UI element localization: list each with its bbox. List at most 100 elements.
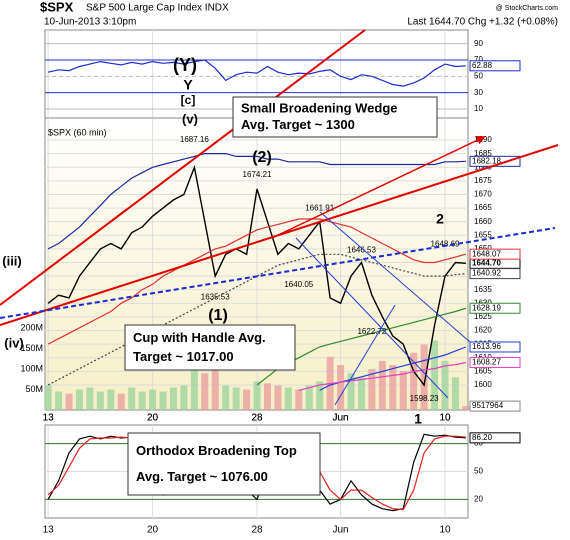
end-label: 86.20 — [472, 433, 493, 442]
annotation-text: Orthodox Broadening Top — [136, 443, 297, 458]
volume-bar — [243, 389, 251, 410]
end-label-box — [469, 356, 521, 368]
copyright: @ StockCharts.com — [496, 5, 559, 12]
x-tick-label: 20 — [147, 413, 159, 424]
x-tick-label: 20 — [147, 413, 159, 424]
volume-bar — [431, 340, 439, 410]
wave-label: (iii) — [2, 253, 22, 268]
x-tick-label: 13 — [43, 413, 55, 424]
x-tick-label: Jun — [333, 525, 349, 536]
last-price: Last 1644.70 Chg +1.32 (+0.08%) — [407, 17, 558, 28]
y-tick-label: 1670 — [474, 190, 492, 199]
y-tick-label: 90 — [474, 39, 483, 48]
y-tick-label: 30 — [474, 88, 483, 97]
volume-bar — [274, 385, 282, 410]
volume-bar — [55, 391, 63, 410]
series-line — [47, 253, 466, 386]
x-tick-label: 28 — [251, 525, 263, 536]
price-label: 1622.72 — [357, 327, 386, 336]
trendline — [0, 227, 556, 319]
arrow — [271, 136, 486, 239]
x-tick-label: 10 — [439, 525, 451, 536]
volume-bar — [420, 344, 428, 410]
wave-label: Y — [183, 77, 193, 93]
volume-bar — [389, 365, 397, 410]
annotation-text: Cup with Handle Avg. — [133, 330, 266, 345]
x-tick-label: 13 — [43, 525, 55, 536]
volume-bar — [441, 360, 449, 410]
y-tick-label: 1675 — [474, 176, 492, 185]
x-tick-label: Jun — [333, 413, 349, 424]
volume-tick-label: 50M — [25, 384, 43, 394]
end-label: 1644.70 — [472, 258, 501, 267]
annotation-text: Small Broadening Wedge — [241, 100, 398, 115]
y-tick-label: 1650 — [474, 244, 492, 253]
price-label: 1648.69 — [431, 240, 460, 249]
series-line — [47, 164, 466, 387]
volume-bar — [368, 369, 376, 410]
end-label-box — [469, 248, 521, 260]
volume-bar — [357, 377, 365, 410]
volume-bar — [410, 352, 418, 410]
wave-label: (v) — [182, 111, 198, 126]
volume-bar — [149, 389, 157, 410]
annotation-text: Avg. Target ~ 1076.00 — [136, 469, 268, 484]
volume-bar — [128, 387, 136, 410]
end-label: 1682.18 — [472, 156, 501, 165]
y-tick-label: 1600 — [474, 380, 492, 389]
volume-bar — [316, 381, 324, 410]
volume-bar — [295, 389, 303, 410]
end-label-box — [469, 60, 521, 72]
y-tick-label: 1660 — [474, 217, 492, 226]
volume-bar — [347, 373, 355, 410]
y-tick-label: 1665 — [474, 203, 492, 212]
end-label: 1628.19 — [472, 303, 501, 312]
annotation-text: Avg. Target ~ 1300 — [241, 117, 355, 132]
trendline — [295, 237, 449, 399]
trendline — [319, 211, 471, 343]
end-label: 1608.27 — [472, 358, 501, 367]
x-tick-label: 10 — [439, 413, 451, 424]
volume-bar — [44, 385, 52, 410]
volume-bar — [284, 387, 292, 410]
wave-label: [c] — [181, 93, 196, 107]
price-label: 1635.53 — [201, 292, 230, 301]
end-label: 1640.92 — [472, 269, 501, 278]
end-label-box — [469, 268, 521, 280]
annotation-box — [127, 432, 321, 496]
y-tick-label: 70 — [474, 55, 483, 64]
end-label-box — [469, 341, 521, 353]
volume-bar — [451, 377, 459, 410]
volume-bar — [232, 387, 240, 410]
volume-bar — [96, 391, 104, 410]
volume-bar — [86, 387, 94, 410]
volume-bar — [337, 365, 345, 410]
wave-label: 1 — [414, 411, 422, 427]
series-line — [47, 153, 466, 250]
end-label: 9517964 — [472, 401, 504, 410]
volume-bar — [263, 383, 271, 410]
volume-bar — [211, 365, 219, 410]
price-label: 1646.53 — [347, 245, 376, 254]
annotation-box — [124, 324, 296, 371]
price-label: 1598.23 — [410, 394, 439, 403]
series-line — [47, 218, 467, 345]
volume-bar — [180, 385, 188, 410]
volume-bar — [190, 360, 198, 410]
y-tick-label: 50 — [474, 71, 483, 80]
volume-bar — [305, 385, 313, 410]
end-label-box — [469, 432, 521, 444]
wave-label: (Y) — [173, 55, 197, 75]
y-tick-label: 20 — [474, 495, 483, 504]
x-tick-label: Jun — [333, 413, 349, 424]
volume-bar — [222, 385, 230, 410]
price-label: 1640.05 — [284, 280, 313, 289]
end-label: 1648.07 — [472, 249, 501, 258]
volume-bar — [117, 393, 125, 410]
trendline — [0, 29, 366, 306]
volume-bar — [159, 391, 167, 410]
volume-tick-label: 150M — [20, 343, 43, 353]
annotation-text: Target ~ 1017.00 — [133, 349, 234, 364]
volume-bar — [201, 373, 209, 410]
